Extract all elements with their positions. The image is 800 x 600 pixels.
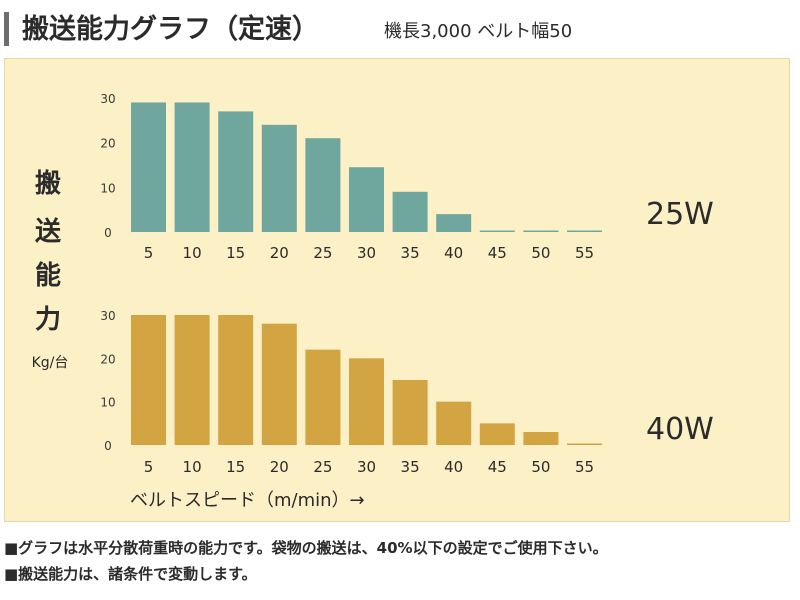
x-tick-label: 15: [226, 244, 245, 262]
bar-25W-40: [436, 214, 472, 232]
x-tick-label: 45: [488, 244, 507, 262]
x-tick-label: 40: [444, 458, 463, 476]
bar-25W-50: [523, 230, 559, 232]
bar-40W-40: [436, 401, 472, 445]
x-tick-label: 25: [313, 458, 332, 476]
y-tick-label: 30: [100, 309, 115, 323]
x-tick-label: 35: [401, 244, 420, 262]
bar-25W-10: [174, 102, 210, 232]
bar-25W-55: [567, 230, 602, 232]
y-tick-label: 0: [104, 226, 112, 240]
bar-25W-45: [479, 230, 515, 232]
y-axis-unit: Kg/台: [31, 355, 69, 371]
title-bar: 搬送能力グラフ（定速） 機長3,000 ベルト幅50: [4, 8, 784, 52]
bar-25W-25: [305, 138, 341, 232]
x-tick-label: 10: [183, 244, 202, 262]
bar-40W-5: [131, 315, 166, 445]
x-tick-label: 20: [270, 244, 289, 262]
x-tick-label: 55: [575, 458, 594, 476]
bar-40W-20: [261, 323, 297, 445]
bar-40W-15: [218, 315, 254, 445]
bar-40W-35: [392, 380, 428, 445]
y-tick-label: 30: [100, 92, 115, 106]
x-tick-label: 25: [313, 244, 332, 262]
note-2: ■搬送能力は、諸条件で変動します。: [4, 565, 257, 583]
bar-40W-10: [174, 315, 210, 445]
x-tick-label: 50: [531, 244, 550, 262]
x-tick-label: 20: [270, 458, 289, 476]
x-tick-label: 45: [488, 458, 507, 476]
y-axis-label-char-2: 送: [34, 217, 61, 247]
y-tick-label: 0: [104, 439, 112, 453]
motor-label-25w: 25W: [646, 197, 714, 232]
note-1: ■グラフは水平分散荷重時の能力です。袋物の搬送は、40%以下の設定でご使用下さい…: [4, 539, 608, 557]
x-tick-label: 30: [357, 244, 376, 262]
motor-label-40w: 40W: [646, 412, 714, 447]
x-tick-label: 5: [144, 458, 154, 476]
x-tick-label: 10: [183, 458, 202, 476]
y-tick-label: 10: [100, 396, 115, 410]
y-tick-label: 20: [100, 352, 115, 366]
y-axis-label-char-4: 力: [34, 305, 61, 335]
bar-40W-25: [305, 349, 341, 445]
x-tick-label: 35: [401, 458, 420, 476]
bar-40W-55: [567, 443, 602, 445]
bar-40W-50: [523, 432, 559, 445]
bar-25W-15: [218, 111, 254, 232]
bar-25W-35: [392, 191, 428, 232]
y-tick-label: 20: [100, 137, 115, 151]
x-tick-label: 50: [531, 458, 550, 476]
x-tick-label: 40: [444, 244, 463, 262]
x-axis-label: ベルトスピード（m/min）→: [130, 490, 365, 511]
title-marker: [4, 12, 9, 46]
y-axis-label-char-1: 搬: [34, 169, 61, 199]
y-axis-label-char-3: 能: [34, 261, 61, 291]
x-tick-label: 30: [357, 458, 376, 476]
page-subtitle: 機長3,000 ベルト幅50: [384, 21, 573, 42]
bar-25W-20: [261, 124, 297, 232]
x-tick-label: 5: [144, 244, 154, 262]
bar-25W-5: [131, 102, 166, 232]
x-tick-label: 15: [226, 458, 245, 476]
bar-40W-30: [349, 358, 384, 445]
page-title: 搬送能力グラフ（定速）: [22, 14, 319, 45]
x-tick-label: 55: [575, 244, 594, 262]
y-tick-label: 10: [100, 181, 115, 195]
bar-25W-30: [349, 167, 384, 232]
bar-40W-45: [479, 423, 515, 445]
